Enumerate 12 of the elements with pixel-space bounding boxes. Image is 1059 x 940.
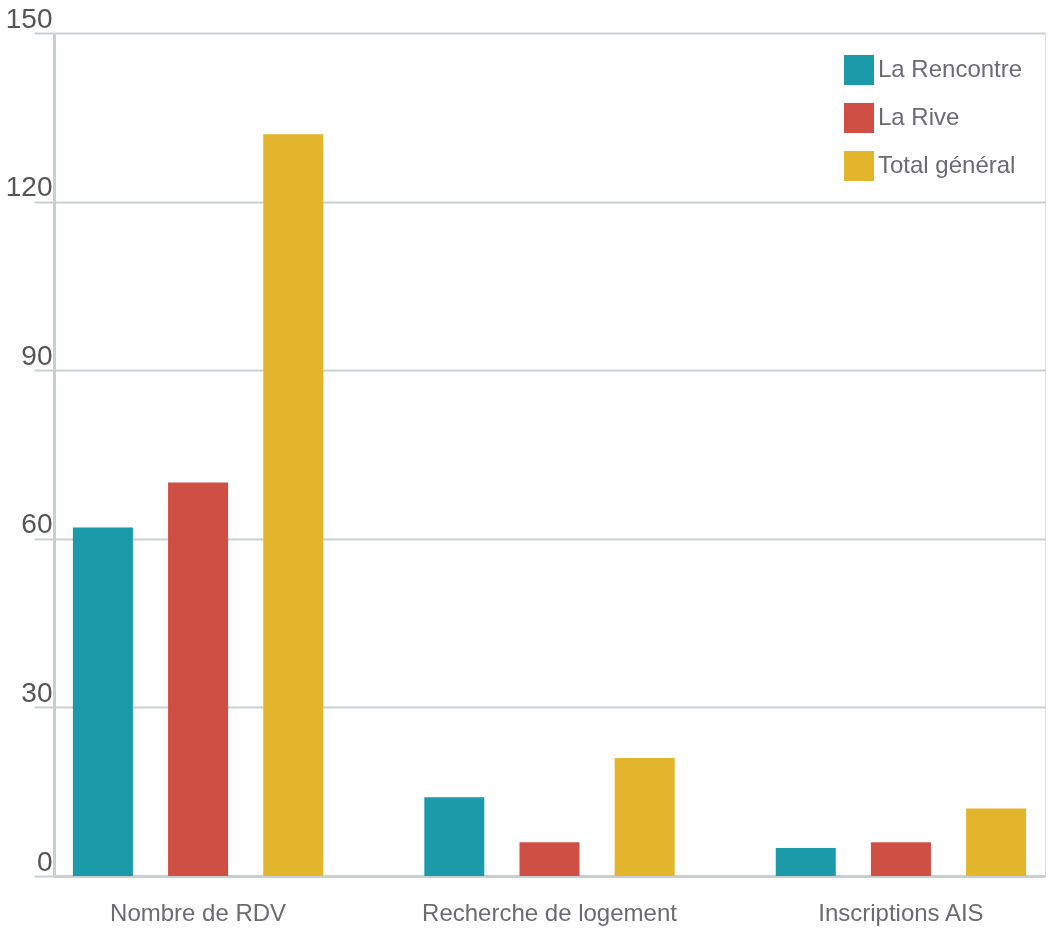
y-tick-label: 0 (36, 845, 53, 877)
legend-label: La Rive (878, 103, 960, 130)
y-tick-label: 60 (21, 508, 53, 540)
legend-label: La Rencontre (878, 55, 1023, 82)
y-tick-label: 120 (5, 171, 53, 203)
x-tick-label: Recherche de logement (422, 898, 678, 926)
legend-label: Total général (878, 151, 1016, 178)
x-tick-label: Inscriptions AIS (818, 898, 984, 926)
y-tick-label: 150 (5, 2, 53, 34)
x-tick-label: Nombre de RDV (110, 898, 287, 926)
y-tick-label: 90 (21, 339, 53, 371)
y-tick-label: 30 (21, 676, 53, 708)
